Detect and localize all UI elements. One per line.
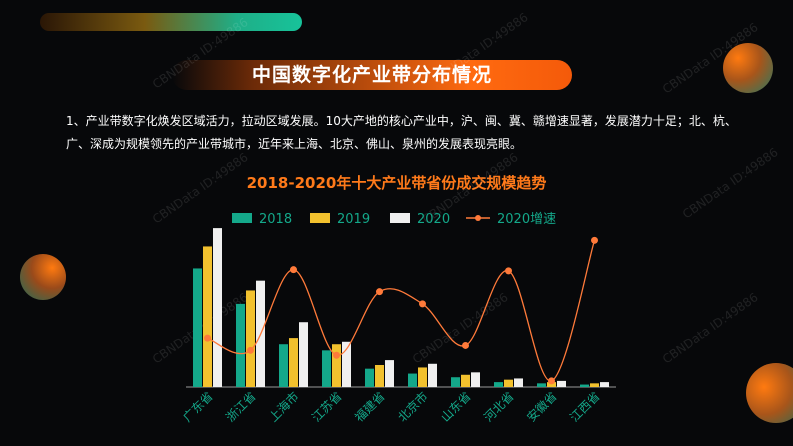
bar-2019-河北省	[504, 379, 513, 387]
x-tick-label: 山东省	[438, 389, 473, 424]
bar-2018-江西省	[580, 384, 589, 387]
x-tick-label: 浙江省	[223, 389, 258, 424]
growth-point-上海市	[290, 266, 297, 274]
bar-2019-北京市	[418, 367, 427, 387]
growth-point-江西省	[591, 236, 598, 244]
legend-swatch-2020	[390, 213, 410, 223]
bar-2019-山东省	[461, 374, 470, 387]
x-tick-label: 广东省	[180, 389, 215, 424]
growth-point-山东省	[462, 341, 469, 349]
bar-2020-福建省	[385, 360, 394, 387]
decor-circle-left	[20, 254, 66, 300]
bar-2020-江苏省	[342, 341, 351, 387]
decor-circle-top-right	[723, 43, 773, 93]
legend-swatch-2019	[310, 213, 330, 223]
chart-title: 2018-2020年十大产业带省份成交规模趋势	[246, 174, 547, 192]
legend-swatch-dot	[475, 215, 481, 221]
legend-swatch-2018	[232, 213, 252, 223]
bar-2019-福建省	[375, 365, 384, 387]
bar-2018-安徽省	[537, 383, 546, 387]
summary-paragraph: 1、产业带数字化焕发区域活力，拉动区域发展。10大产地的核心产业中，沪、闽、冀、…	[66, 114, 737, 151]
growth-point-江苏省	[333, 351, 340, 359]
bar-2020-上海市	[299, 322, 308, 387]
x-tick-label: 安徽省	[524, 389, 560, 425]
bar-2020-安徽省	[557, 380, 566, 387]
page-title: 中国数字化产业带分布情况	[251, 64, 492, 86]
x-tick-label: 福建省	[352, 389, 388, 425]
title-banner	[172, 60, 572, 90]
x-tick-label: 上海市	[266, 389, 302, 425]
legend-label: 2018	[259, 212, 292, 227]
growth-point-安徽省	[548, 377, 555, 385]
bar-2018-广东省	[193, 268, 202, 387]
bar-2018-河北省	[494, 382, 503, 387]
bar-2020-北京市	[428, 363, 437, 387]
bar-2020-山东省	[471, 372, 480, 387]
bar-2018-上海市	[279, 344, 288, 387]
x-tick-label: 江西省	[567, 389, 602, 424]
bar-2018-浙江省	[236, 303, 245, 387]
growth-point-河北省	[505, 267, 512, 275]
bar-2019-江西省	[590, 383, 599, 387]
bar-2018-山东省	[451, 377, 460, 387]
growth-point-福建省	[376, 288, 383, 296]
growth-point-浙江省	[247, 346, 254, 354]
growth-line	[207, 240, 596, 382]
bar-2019-广东省	[203, 246, 212, 387]
bar-2020-广东省	[213, 228, 222, 387]
legend-label: 2020增速	[497, 212, 556, 227]
bar-2018-北京市	[408, 373, 417, 387]
bar-2019-浙江省	[246, 290, 255, 387]
top-accent-bar	[40, 13, 302, 31]
x-tick-label: 北京市	[395, 389, 431, 425]
growth-point-广东省	[204, 334, 211, 342]
bar-2019-安徽省	[547, 382, 556, 387]
bar-2018-江苏省	[322, 350, 331, 387]
x-tick-label: 河北省	[481, 389, 516, 424]
legend-label: 2019	[337, 212, 370, 227]
bar-2019-上海市	[289, 338, 298, 387]
decor-circle-bottom-right	[746, 363, 793, 423]
bar-2019-江苏省	[332, 344, 341, 387]
bar-2020-江西省	[600, 382, 609, 387]
x-tick-label: 江苏省	[309, 389, 344, 424]
bar-2018-福建省	[365, 368, 374, 387]
bar-2020-河北省	[514, 378, 523, 387]
legend-label: 2020	[417, 212, 450, 227]
growth-point-北京市	[419, 300, 426, 308]
